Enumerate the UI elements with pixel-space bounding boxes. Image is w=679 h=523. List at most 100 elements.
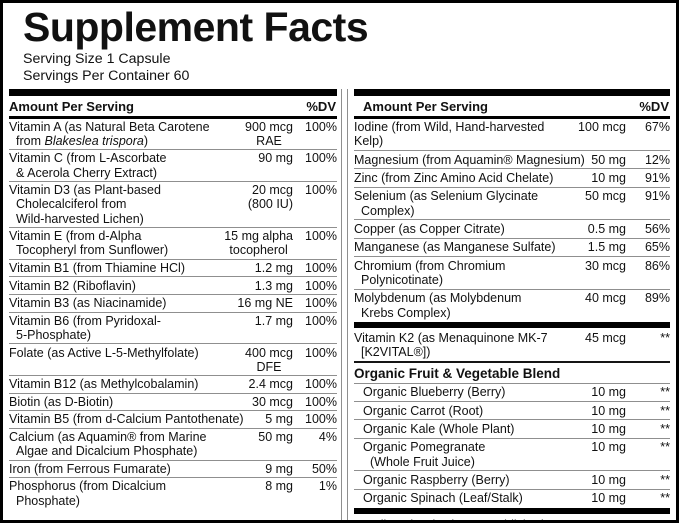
facts-columns: Amount Per Serving %DV Vitamin A (as Nat… — [9, 89, 670, 520]
nutrient-amount-line: 1.5 mg — [587, 240, 626, 255]
nutrient-amount-line: 100 mcg — [578, 120, 626, 135]
nutrient-name-line: Chromium (from Chromium — [354, 258, 506, 273]
nutrient-name-line: Biotin (as D-Biotin) — [9, 394, 114, 409]
nutrient-amount-line: 50 mcg — [585, 189, 626, 204]
nutrient-name: Organic Raspberry (Berry) — [354, 473, 586, 487]
column-header-right: Amount Per Serving %DV — [354, 96, 670, 119]
nutrient-name: Vitamin B6 (from Pyridoxal- 5-Phosphate) — [9, 314, 250, 342]
nutrient-name-line: Cholecalciferol from — [16, 197, 127, 212]
nutrient-name-line: Vitamin E (from d-Alpha — [9, 229, 142, 244]
nutrient-name: Organic Spinach (Leaf/Stalk) — [354, 491, 586, 505]
nutrient-amount: 10 mg — [586, 171, 626, 185]
nutrient-amount: 10 mg — [586, 404, 626, 418]
nutrient-row: Biotin (as D-Biotin) 30 mcg 100% — [9, 392, 337, 411]
nutrient-amount: 50 mg — [586, 153, 626, 167]
nutrient-name: Molybdenum (as Molybdenum Krebs Complex) — [354, 291, 580, 319]
nutrient-name-line: Vitamin C (from L-Ascorbate — [9, 151, 167, 166]
nutrient-name-line: Krebs Complex) — [361, 305, 451, 320]
nutrient-name-line: Organic Blueberry (Berry) — [363, 385, 506, 400]
nutrient-amount: 10 mg — [586, 473, 626, 487]
nutrient-row: Magnesium (from Aquamin® Magnesium) 50 mg… — [354, 150, 670, 168]
nutrient-name-line: Molybdenum (as Molybdenum — [354, 291, 522, 306]
nutrient-row: Phosphorus (from Dicalcium Phosphate) 8 mg… — [9, 477, 337, 509]
nutrient-name-line: Phosphorus (from Dicalcium — [9, 479, 166, 494]
nutrient-name-line: Vitamin B3 (as Niacinamide) — [9, 296, 167, 311]
nutrient-name: Organic Kale (Whole Plant) — [354, 422, 586, 436]
nutrient-name-line: Selenium (as Selenium Glycinate — [354, 189, 539, 204]
dv-footnote: **Daily Value (DV) not established. — [354, 515, 670, 520]
nutrient-amount-line: 10 mg — [591, 472, 626, 487]
nutrient-dv: 12% — [644, 152, 670, 167]
nutrient-name: Vitamin B5 (from d-Calcium Pantothenate) — [9, 412, 260, 426]
nutrient-row: Manganese (as Manganese Sulfate) 1.5 mg 65… — [354, 237, 670, 256]
nutrient-name-line: Vitamin B2 (Riboflavin) — [9, 278, 136, 293]
percent-dv-label: %DV — [306, 98, 336, 114]
nutrient-name-line: Vitamin K2 (as Menaquinone MK-7 — [354, 331, 548, 346]
nutrient-row: Vitamin D3 (as Plant-based Cholecalcifero… — [9, 181, 337, 227]
nutrient-amount: 400 mcg DFE — [240, 346, 293, 374]
nutrient-name: Vitamin A (as Natural Beta Carotene from … — [9, 120, 240, 148]
nutrient-row: Vitamin B3 (as Niacinamide) 16 mg NE 100% — [9, 293, 337, 312]
nutrient-amount: 5 mg — [260, 412, 293, 426]
nutrient-dv: 100% — [305, 377, 337, 392]
nutrient-name-line: Organic Raspberry (Berry) — [363, 472, 510, 487]
nutrient-dv: 100% — [305, 151, 337, 166]
nutrient-amount-line: 50 mg — [591, 152, 626, 167]
nutrient-name: Iodine (from Wild, Hand-harvested Kelp) — [354, 120, 573, 148]
nutrient-dv: 100% — [305, 313, 337, 328]
nutrient-dv: ** — [660, 331, 670, 346]
nutrient-name: Folate (as Active L-5-Methylfolate) — [9, 346, 240, 360]
nutrient-name-line: Algae and Dicalcium Phosphate) — [16, 444, 198, 459]
nutrient-row: Vitamin B12 (as Methylcobalamin) 2.4 mcg 1… — [9, 375, 337, 393]
nutrient-amount: 10 mg — [586, 385, 626, 399]
nutrient-amount: 50 mcg — [580, 189, 626, 203]
servings-per-container: Servings Per Container 60 — [23, 67, 190, 84]
nutrient-name-line: Vitamin A (as Natural Beta Carotene — [9, 119, 210, 134]
nutrient-dv: 56% — [644, 222, 670, 237]
nutrient-row: Folate (as Active L-5-Methylfolate) 400 m… — [9, 343, 337, 375]
nutrient-amount: 0.5 mg — [583, 222, 626, 236]
column-header-left: Amount Per Serving %DV — [9, 96, 337, 119]
nutrient-name-line: Complex) — [361, 203, 415, 218]
nutrient-name: Vitamin B3 (as Niacinamide) — [9, 296, 232, 310]
nutrient-name-line: 5-Phosphate) — [16, 327, 92, 342]
divider-bar — [354, 508, 670, 515]
nutrient-row: Vitamin B2 (Riboflavin) 1.3 mg 100% — [9, 276, 337, 294]
nutrient-row: Vitamin E (from d-Alpha Tocopheryl from S… — [9, 227, 337, 259]
nutrient-name-line: Folate (as Active L-5-Methylfolate) — [9, 345, 199, 360]
nutrient-name: Zinc (from Zinc Amino Acid Chelate) — [354, 171, 586, 185]
nutrient-amount: 10 mg — [586, 440, 626, 454]
nutrient-name-line: [K2VITAL®]) — [361, 345, 431, 360]
nutrient-amount: 9 mg — [260, 462, 293, 476]
nutrient-amount-line: 45 mcg — [585, 331, 626, 346]
nutrient-name: Iron (from Ferrous Fumarate) — [9, 462, 260, 476]
nutrient-dv: ** — [660, 491, 670, 506]
nutrient-name: Vitamin K2 (as Menaquinone MK-7 [K2VITAL®… — [354, 331, 580, 359]
nutrient-dv: 91% — [644, 189, 670, 204]
nutrient-name-line: Vitamin B5 (from d-Calcium Pantothenate) — [9, 412, 244, 427]
nutrient-amount-line: DFE — [256, 359, 282, 374]
nutrient-amount-line: 2.4 mcg — [248, 377, 293, 392]
nutrient-amount: 2.4 mcg — [244, 377, 293, 391]
nutrient-amount: 20 mcg (800 IU) — [243, 183, 293, 211]
nutrient-dv: ** — [660, 385, 670, 400]
nutrient-amount-line: 10 mg — [591, 491, 626, 506]
nutrient-dv: 4% — [318, 430, 337, 445]
divider-bar — [354, 322, 670, 329]
nutrient-row: Organic Spinach (Leaf/Stalk) 10 mg ** — [354, 488, 670, 507]
nutrient-amount-line: 40 mcg — [585, 291, 626, 306]
nutrient-name-line: Organic Kale (Whole Plant) — [363, 421, 515, 436]
nutrient-amount-line: 50 mg — [258, 430, 293, 445]
nutrient-name-line: Iodine (from Wild, Hand-harvested Kelp) — [354, 120, 545, 149]
page-title: Supplement Facts — [23, 4, 369, 50]
nutrient-name-line: Organic Carrot (Root) — [363, 403, 484, 418]
nutrient-name: Vitamin C (from L-Ascorbate & Acerola Che… — [9, 151, 253, 179]
nutrient-row: Calcium (as Aquamin® from Marine Algae an… — [9, 427, 337, 460]
name-text: from — [16, 133, 45, 148]
nutrient-dv: ** — [660, 472, 670, 487]
serving-info: Serving Size 1 Capsule Servings Per Cont… — [23, 51, 670, 84]
nutrient-amount-line: 400 mcg — [245, 345, 293, 360]
nutrient-amount-line: 30 mcg — [585, 258, 626, 273]
nutrient-row: Organic Raspberry (Berry) 10 mg ** — [354, 470, 670, 488]
